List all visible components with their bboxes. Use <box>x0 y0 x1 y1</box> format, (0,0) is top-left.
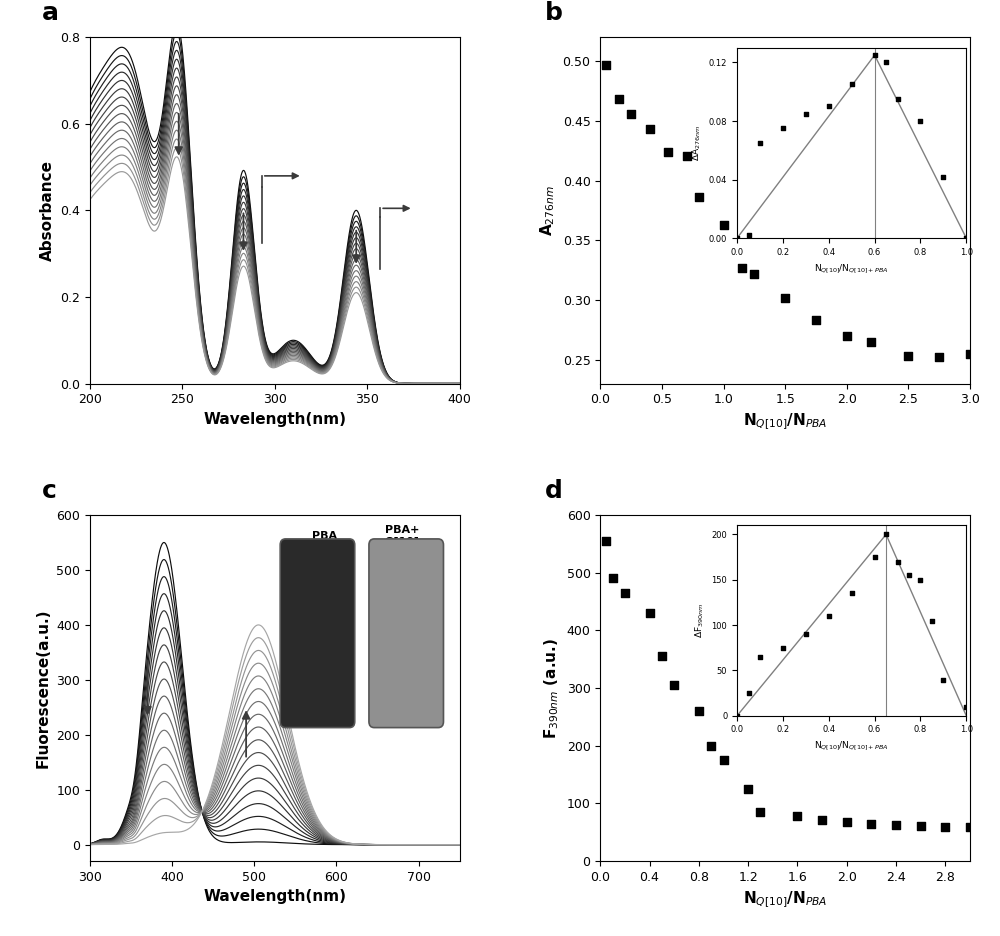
Y-axis label: Absorbance: Absorbance <box>40 160 55 261</box>
Point <box>888 817 904 832</box>
Point <box>839 814 855 829</box>
Y-axis label: F$_{390nm}$ (a.u.): F$_{390nm}$ (a.u.) <box>542 637 561 739</box>
Point <box>962 346 978 361</box>
Point <box>605 571 621 586</box>
Point <box>814 812 830 827</box>
Point <box>740 782 756 797</box>
Point <box>962 820 978 835</box>
Point <box>598 534 614 548</box>
Point <box>611 92 627 107</box>
Point <box>623 107 639 122</box>
Point <box>900 348 916 363</box>
Point <box>863 334 879 349</box>
Text: PBA+
Q[10]: PBA+ Q[10] <box>385 525 420 547</box>
Point <box>839 329 855 344</box>
Text: d: d <box>545 478 563 503</box>
Y-axis label: A$_{276nm}$: A$_{276nm}$ <box>538 185 557 236</box>
Point <box>808 313 824 328</box>
Point <box>598 57 614 72</box>
Point <box>691 704 707 719</box>
Point <box>752 805 768 820</box>
Point <box>716 217 732 232</box>
Point <box>691 190 707 205</box>
Point <box>617 585 633 600</box>
Point <box>863 816 879 831</box>
Point <box>642 122 658 137</box>
X-axis label: N$_{Q[10]}$/N$_{PBA}$: N$_{Q[10]}$/N$_{PBA}$ <box>743 412 827 432</box>
Point <box>679 148 695 163</box>
Point <box>931 350 947 365</box>
Point <box>777 290 793 305</box>
X-axis label: N$_{Q[10]}$/N$_{PBA}$: N$_{Q[10]}$/N$_{PBA}$ <box>743 889 827 910</box>
Point <box>913 818 929 833</box>
Point <box>789 809 805 824</box>
Text: b: b <box>545 1 563 25</box>
Text: c: c <box>42 478 57 503</box>
Point <box>654 649 670 664</box>
Point <box>660 144 676 159</box>
Point <box>937 819 953 834</box>
Point <box>666 678 682 693</box>
Text: PBA: PBA <box>312 531 337 541</box>
X-axis label: Wavelength(nm): Wavelength(nm) <box>203 889 346 904</box>
Point <box>703 739 719 753</box>
X-axis label: Wavelength(nm): Wavelength(nm) <box>203 412 346 427</box>
Point <box>734 260 750 275</box>
Point <box>746 266 762 281</box>
Point <box>716 753 732 768</box>
Point <box>642 606 658 621</box>
Y-axis label: Fluorescence(a.u.): Fluorescence(a.u.) <box>36 608 51 768</box>
Text: a: a <box>42 1 59 25</box>
